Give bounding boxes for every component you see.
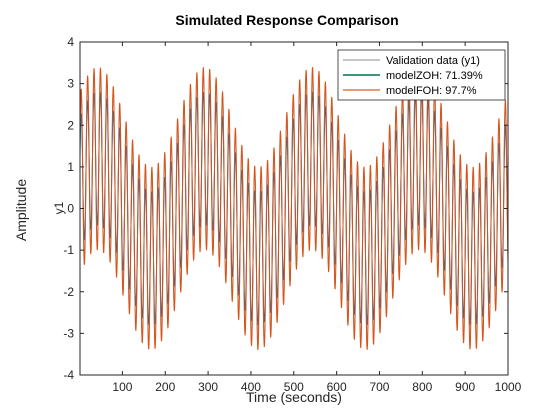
y-tick-label: -2 [63, 285, 74, 299]
y-tick-label: 2 [67, 118, 74, 132]
legend: Validation data (y1) modelZOH: 71.39% mo… [337, 49, 506, 101]
y-tick-label: 3 [67, 77, 74, 91]
legend-entry-foh: modelFOH: 97.7% [386, 85, 477, 97]
y-tick-label: 0 [67, 202, 74, 216]
channel-label: y1 [52, 201, 66, 214]
series-layer [79, 66, 509, 351]
x-tick-label: 700 [369, 380, 389, 394]
chart-title: Simulated Response Comparison [175, 12, 398, 28]
x-tick-label: 900 [455, 380, 475, 394]
series-line-2 [79, 66, 509, 351]
x-tick-label: 200 [155, 380, 175, 394]
y-axis-ticks: -4 -3 -2 -1 0 1 2 3 4 [63, 35, 508, 382]
x-tick-label: 500 [284, 380, 304, 394]
x-tick-label: 600 [327, 380, 347, 394]
x-tick-label: 400 [241, 380, 261, 394]
y-tick-label: -3 [63, 326, 74, 340]
x-tick-label: 800 [412, 380, 432, 394]
y-tick-label: 1 [67, 160, 74, 174]
y-tick-label: -4 [63, 368, 74, 382]
legend-entry-validation: Validation data (y1) [386, 55, 480, 67]
x-tick-label: 100 [112, 380, 132, 394]
x-axis-ticks: 100 200 300 400 500 600 700 800 900 1000 [112, 42, 522, 394]
x-tick-label: 300 [198, 380, 218, 394]
x-tick-label: 1000 [495, 380, 522, 394]
legend-entry-zoh: modelZOH: 71.39% [386, 70, 483, 82]
y-tick-label: -1 [63, 243, 74, 257]
y-axis-label: Amplitude [13, 179, 29, 241]
x-axis-label: Time (seconds) [246, 389, 342, 405]
y-tick-label: 4 [67, 35, 74, 49]
